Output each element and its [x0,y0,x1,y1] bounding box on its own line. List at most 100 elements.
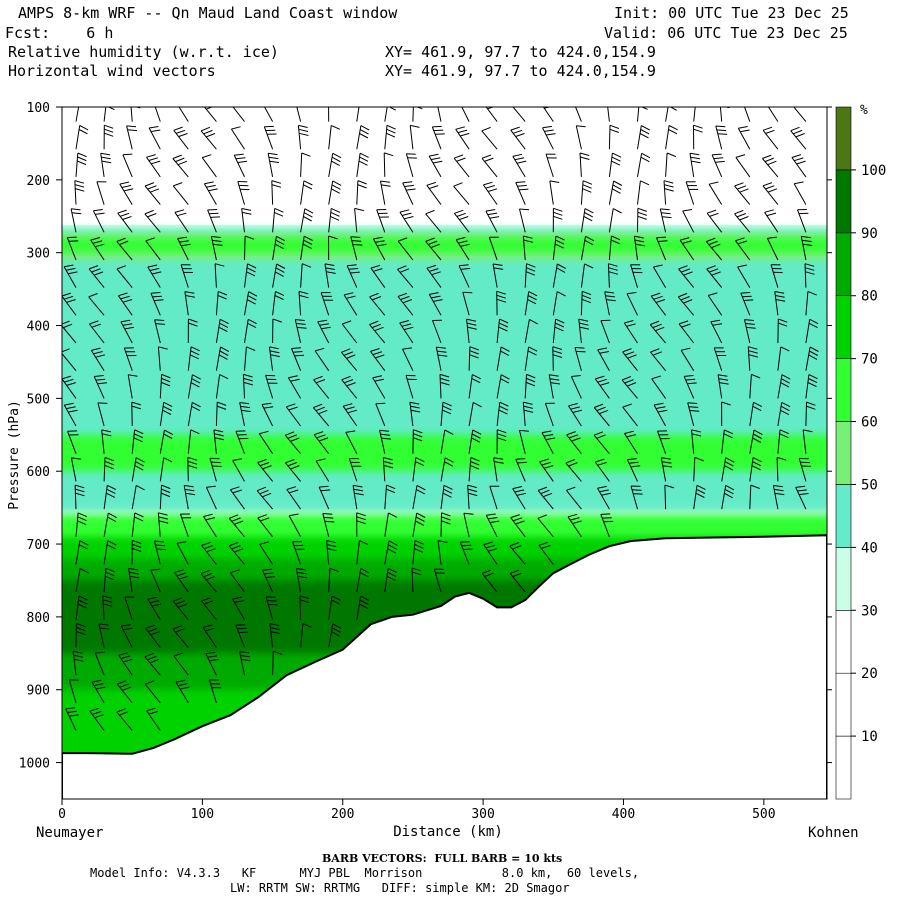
wind-barb [630,485,643,510]
wind-barb [459,541,473,565]
wind-barb [678,265,695,288]
wind-barb [315,458,330,482]
wind-barb [630,264,643,288]
wind-barb [496,401,509,427]
wind-barb [566,431,582,455]
wind-barb [372,375,386,399]
wind-barb [509,542,526,565]
wind-barb [797,209,809,233]
wind-barb [399,320,414,344]
wind-barb [405,153,417,178]
wind-barb [405,374,417,399]
wind-barb [131,484,145,510]
wind-barb [175,679,190,704]
wind-barb [229,569,245,593]
wind-barb [481,154,498,178]
wind-barb [102,595,113,620]
wind-barb [454,209,470,233]
wind-barb [372,236,387,261]
wind-barb [131,401,142,427]
wind-barb [201,541,217,565]
wind-barb [657,430,670,454]
wind-barb [244,263,257,288]
wind-barb [131,539,142,565]
colorbar-swatch-4 [835,484,852,548]
wind-barb [62,375,77,399]
wind-barb [300,263,312,288]
wind-barb [297,124,309,150]
wind-barb [433,568,445,593]
wind-barb [356,540,369,565]
wind-barb [328,235,338,261]
wind-barb [242,373,254,399]
wind-barb [257,514,273,538]
wind-barb [481,126,498,150]
wind-barb [548,374,560,399]
wind-barb [258,430,274,454]
wind-barb [174,569,189,593]
wind-barb [689,152,701,177]
wind-barb [382,457,394,482]
wind-barb [90,347,105,371]
wind-barb [269,623,281,648]
wind-barb [157,512,169,537]
wind-barb [272,235,286,261]
wind-barb [328,180,342,205]
wind-barb [120,319,135,344]
wind-barb [580,290,592,316]
wind-barb [259,541,274,565]
wind-barb [75,595,88,620]
wind-barb [284,431,301,455]
wind-barb [665,152,677,177]
wind-barb [268,346,280,371]
wind-barb [116,680,133,704]
wind-barb [126,125,138,150]
wind-barb [215,374,229,399]
wind-barb [342,403,358,427]
wind-barb [328,567,339,593]
wind-barb [693,107,696,122]
wind-barb [412,540,424,565]
wind-barb [237,181,250,205]
wind-barb [552,318,565,344]
wind-barb [607,263,619,288]
field-label-wind: Horizontal wind vectors [8,62,216,80]
wind-barb [176,541,189,565]
wind-barb [633,235,645,261]
wind-barb [747,346,759,371]
wind-barb [496,374,510,399]
x-axis: 0 100 200 300 400 500 [58,799,776,822]
wind-barb [183,484,196,510]
wind-barb [793,107,807,122]
wind-barb [230,126,245,150]
wind-barb [637,125,650,150]
wind-barb [437,107,442,122]
colorbar-label-70: 70 [861,352,878,368]
wind-barb [397,292,414,316]
wind-barb [75,623,86,648]
wind-barb [468,457,480,482]
wind-barb [650,292,666,316]
wind-barb [187,456,198,482]
wind-barb [428,153,443,178]
wind-barb [233,153,248,178]
wind-barb [522,235,534,261]
x-endpoint-right: Kohnen [808,825,859,841]
wind-barb [341,348,358,372]
wind-barb [399,209,414,233]
wind-barb [524,263,536,288]
wind-barb [706,209,723,233]
wind-barb [244,291,258,316]
wind-barb [545,153,557,178]
wind-barb [356,107,360,122]
wind-barb [75,107,80,122]
wind-barb [496,290,507,316]
wind-barb [97,402,108,427]
wind-barb [210,236,223,261]
wind-barb [88,293,105,316]
wind-barb [272,650,283,676]
wind-barb [515,458,527,482]
wind-barb [324,263,336,288]
wind-barb [437,540,448,565]
wind-barb [721,484,735,510]
